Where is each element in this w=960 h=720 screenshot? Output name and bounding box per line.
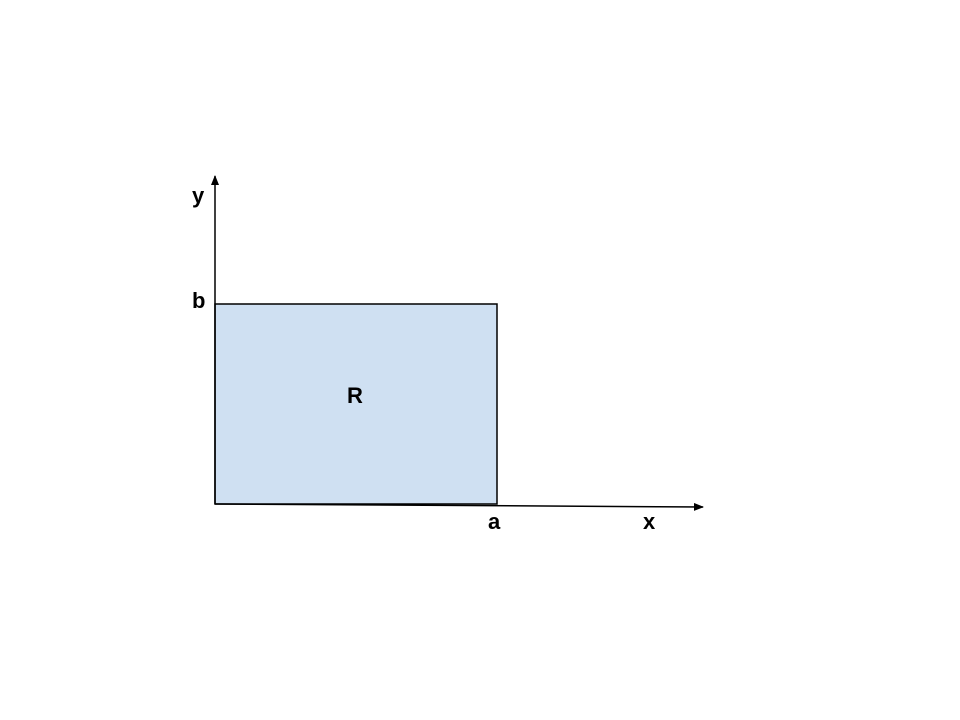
y-end-label-b: b xyxy=(192,288,205,313)
x-axis xyxy=(214,502,704,511)
x-axis-label: x xyxy=(643,509,656,534)
region-rectangle xyxy=(214,303,498,505)
x-end-label-a: a xyxy=(488,509,501,534)
region-label: R xyxy=(347,383,363,408)
y-axis-label: y xyxy=(192,183,205,208)
